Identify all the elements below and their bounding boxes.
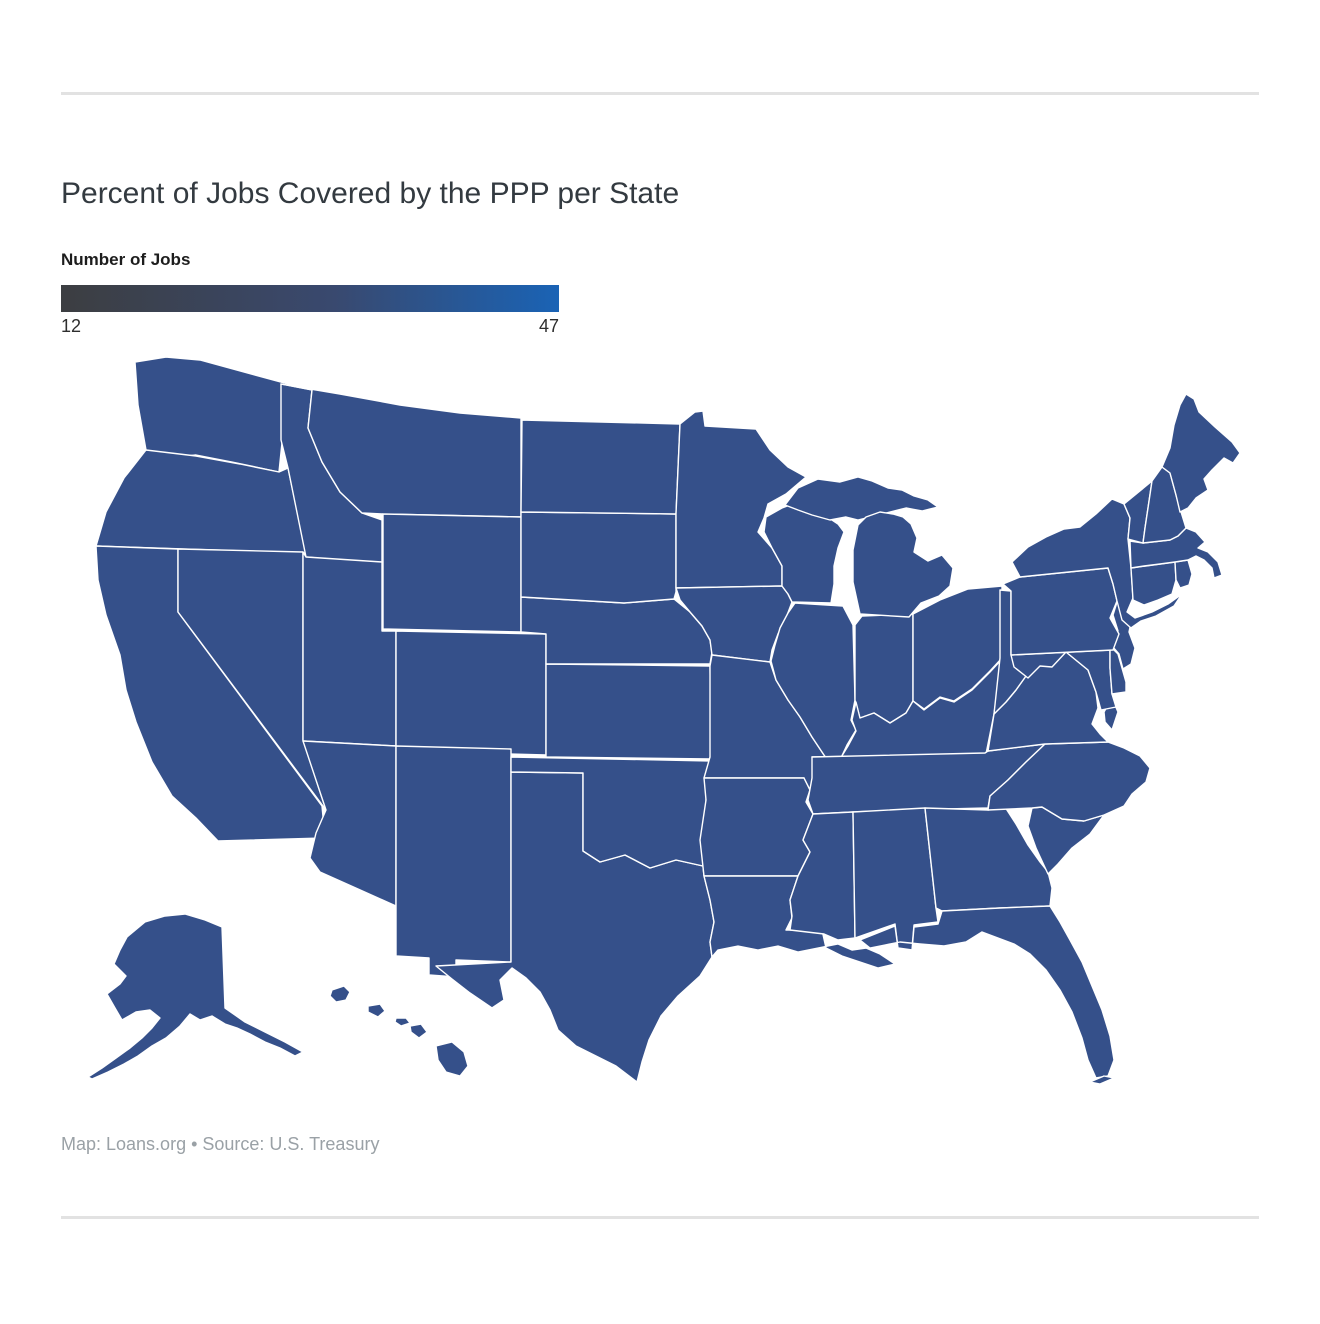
- state-utah[interactable]: [302, 551, 397, 747]
- page-title: Percent of Jobs Covered by the PPP per S…: [61, 177, 680, 211]
- state-hawaii-big-island[interactable]: [435, 1041, 469, 1077]
- top-divider: [61, 92, 1259, 95]
- state-hawaii-maui[interactable]: [409, 1023, 428, 1039]
- state-michigan-upper-peninsula[interactable]: [784, 476, 939, 521]
- state-nebraska[interactable]: [520, 596, 713, 665]
- state-new-mexico[interactable]: [395, 745, 512, 978]
- state-alaska[interactable]: [87, 913, 304, 1080]
- state-kentucky[interactable]: [811, 658, 1003, 767]
- state-mississippi[interactable]: [789, 811, 856, 941]
- state-michigan[interactable]: [852, 511, 954, 618]
- state-south-dakota[interactable]: [520, 511, 677, 604]
- state-florida-keys[interactable]: [1089, 1075, 1115, 1085]
- state-north-dakota[interactable]: [520, 419, 681, 515]
- state-pennsylvania[interactable]: [1002, 567, 1120, 656]
- state-delaware[interactable]: [1109, 645, 1127, 695]
- state-hawaii-oahu[interactable]: [367, 1003, 386, 1018]
- attribution-text: Map: Loans.org • Source: U.S. Treasury: [61, 1134, 380, 1154]
- legend-labels: 12 47: [61, 316, 559, 337]
- state-indiana[interactable]: [854, 613, 914, 724]
- state-colorado[interactable]: [395, 630, 547, 756]
- state-north-carolina[interactable]: [987, 741, 1151, 822]
- legend-title: Number of Jobs: [61, 250, 191, 269]
- color-legend: Number of Jobs 12 47: [61, 250, 559, 337]
- state-connecticut[interactable]: [1130, 561, 1177, 606]
- legend-max-label: 47: [538, 316, 559, 336]
- us-choropleth-map: [65, 355, 1260, 1095]
- state-kansas[interactable]: [545, 663, 713, 760]
- state-maine[interactable]: [1161, 393, 1241, 513]
- bottom-divider: [61, 1216, 1259, 1219]
- state-arkansas[interactable]: [699, 777, 814, 877]
- state-hawaii-kauai[interactable]: [329, 985, 351, 1003]
- state-hawaii-molokai[interactable]: [394, 1017, 411, 1027]
- legend-gradient: [61, 285, 559, 312]
- legend-min-label: 12: [61, 316, 82, 336]
- state-wyoming[interactable]: [382, 513, 522, 633]
- state-new-york[interactable]: [1011, 498, 1183, 629]
- state-rhode-island[interactable]: [1174, 559, 1193, 589]
